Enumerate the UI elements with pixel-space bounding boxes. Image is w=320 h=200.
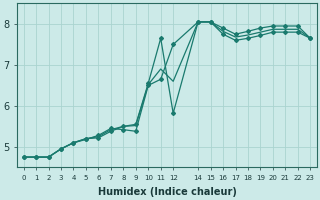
X-axis label: Humidex (Indice chaleur): Humidex (Indice chaleur) [98, 187, 236, 197]
